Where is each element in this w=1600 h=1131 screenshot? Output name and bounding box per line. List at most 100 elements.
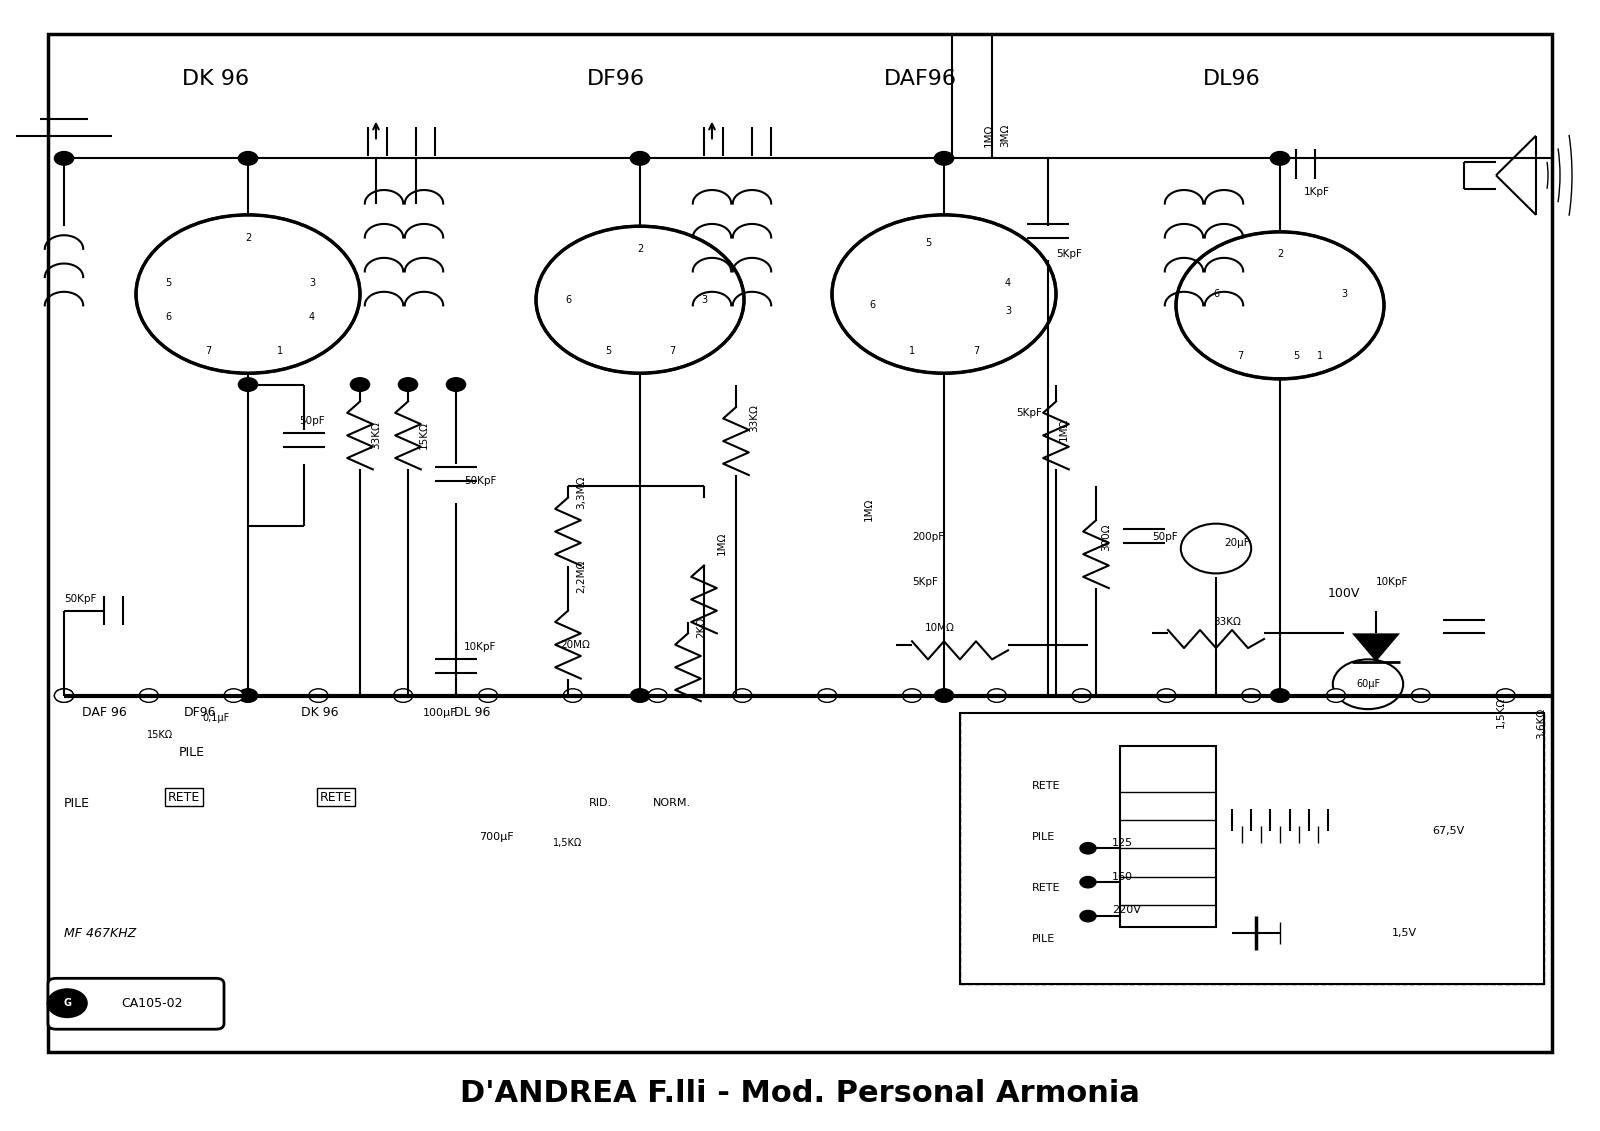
Text: 4: 4	[309, 312, 315, 321]
Text: 2: 2	[1277, 250, 1283, 259]
Text: 50pF: 50pF	[1152, 533, 1178, 542]
Circle shape	[1242, 689, 1261, 702]
Circle shape	[238, 152, 258, 165]
Circle shape	[1270, 152, 1290, 165]
Text: RETE: RETE	[1032, 782, 1061, 791]
Text: RETE: RETE	[1032, 883, 1061, 892]
Circle shape	[48, 990, 86, 1017]
Text: PILE: PILE	[1032, 934, 1056, 943]
Circle shape	[238, 378, 258, 391]
Text: DF96: DF96	[184, 706, 216, 719]
Text: 5: 5	[1293, 352, 1299, 361]
Circle shape	[1411, 689, 1430, 702]
Text: 1MΩ: 1MΩ	[864, 498, 874, 520]
Text: 1: 1	[1317, 352, 1323, 361]
Bar	[960, 713, 1544, 984]
Text: 33KΩ: 33KΩ	[749, 405, 758, 432]
Circle shape	[350, 378, 370, 391]
Text: 10KpF: 10KpF	[464, 642, 496, 651]
Text: PILE: PILE	[1032, 832, 1056, 841]
Circle shape	[832, 215, 1056, 373]
Circle shape	[987, 689, 1006, 702]
Text: 2,2MΩ: 2,2MΩ	[576, 560, 586, 594]
Text: PILE: PILE	[64, 796, 90, 810]
Text: 10MΩ: 10MΩ	[925, 623, 955, 632]
Text: 50pF: 50pF	[299, 416, 325, 425]
Text: 3: 3	[701, 295, 707, 304]
Text: 33KΩ: 33KΩ	[371, 422, 381, 449]
Text: 3,6KΩ: 3,6KΩ	[1536, 708, 1546, 740]
Circle shape	[1176, 232, 1384, 379]
Text: 1: 1	[909, 346, 915, 355]
Text: 300Ω: 300Ω	[1101, 524, 1110, 551]
Text: DK 96: DK 96	[301, 706, 339, 719]
Text: 50KpF: 50KpF	[464, 476, 496, 485]
Text: G: G	[64, 999, 72, 1008]
Circle shape	[1072, 689, 1091, 702]
Circle shape	[1080, 843, 1096, 854]
Circle shape	[934, 152, 954, 165]
Text: 6: 6	[165, 312, 171, 321]
Circle shape	[224, 689, 243, 702]
Text: 3: 3	[1005, 307, 1011, 316]
Circle shape	[818, 689, 837, 702]
Circle shape	[54, 689, 74, 702]
Text: NORM.: NORM.	[653, 798, 691, 808]
Circle shape	[1080, 877, 1096, 888]
Text: 2KΩ: 2KΩ	[696, 618, 706, 638]
Circle shape	[536, 226, 744, 373]
Text: 200pF: 200pF	[912, 533, 944, 542]
Text: 5KpF: 5KpF	[1016, 408, 1042, 417]
Text: 2: 2	[637, 244, 643, 253]
Text: 2: 2	[245, 233, 251, 242]
Circle shape	[238, 689, 258, 702]
Text: 3,3MΩ: 3,3MΩ	[576, 475, 586, 509]
Text: 160: 160	[1112, 872, 1133, 881]
Circle shape	[394, 689, 413, 702]
Text: 6: 6	[1213, 290, 1219, 299]
Text: 60μF: 60μF	[1355, 680, 1381, 689]
Circle shape	[309, 689, 328, 702]
Text: 3MΩ: 3MΩ	[1000, 124, 1010, 147]
Text: 1: 1	[277, 346, 283, 355]
Circle shape	[1157, 689, 1176, 702]
Text: 50KpF: 50KpF	[64, 595, 96, 604]
Circle shape	[352, 379, 368, 390]
Text: 6: 6	[869, 301, 875, 310]
Circle shape	[1496, 689, 1515, 702]
Text: 1,5V: 1,5V	[1392, 929, 1418, 938]
Circle shape	[1270, 689, 1290, 702]
Text: 100μF: 100μF	[422, 708, 458, 717]
Text: DL96: DL96	[1203, 69, 1261, 89]
Text: 5: 5	[605, 346, 611, 355]
Circle shape	[934, 689, 954, 702]
Bar	[1120, 746, 1216, 927]
Text: 15KΩ: 15KΩ	[147, 731, 173, 740]
Text: 1MΩ: 1MΩ	[984, 124, 994, 147]
Text: DL 96: DL 96	[454, 706, 490, 719]
Text: RETE: RETE	[320, 791, 352, 804]
Circle shape	[54, 152, 74, 165]
Circle shape	[630, 689, 650, 702]
FancyBboxPatch shape	[48, 978, 224, 1029]
Text: 220V: 220V	[1112, 906, 1141, 915]
Text: 100V: 100V	[1328, 587, 1360, 601]
Circle shape	[398, 378, 418, 391]
Text: 1KpF: 1KpF	[1304, 188, 1330, 197]
Text: 15KΩ: 15KΩ	[419, 422, 429, 449]
Text: 3: 3	[1341, 290, 1347, 299]
Polygon shape	[1352, 633, 1400, 662]
Text: 10KpF: 10KpF	[1376, 578, 1408, 587]
Circle shape	[1080, 910, 1096, 922]
Text: 1,5KΩ: 1,5KΩ	[1496, 697, 1506, 728]
Circle shape	[54, 689, 74, 702]
Text: 7: 7	[973, 346, 979, 355]
Circle shape	[563, 689, 582, 702]
Text: 7: 7	[205, 346, 211, 355]
Text: 6: 6	[565, 295, 571, 304]
Text: 67,5V: 67,5V	[1432, 827, 1464, 836]
Text: DF96: DF96	[587, 69, 645, 89]
Text: 7: 7	[669, 346, 675, 355]
Text: 125: 125	[1112, 838, 1133, 847]
Circle shape	[1326, 689, 1346, 702]
